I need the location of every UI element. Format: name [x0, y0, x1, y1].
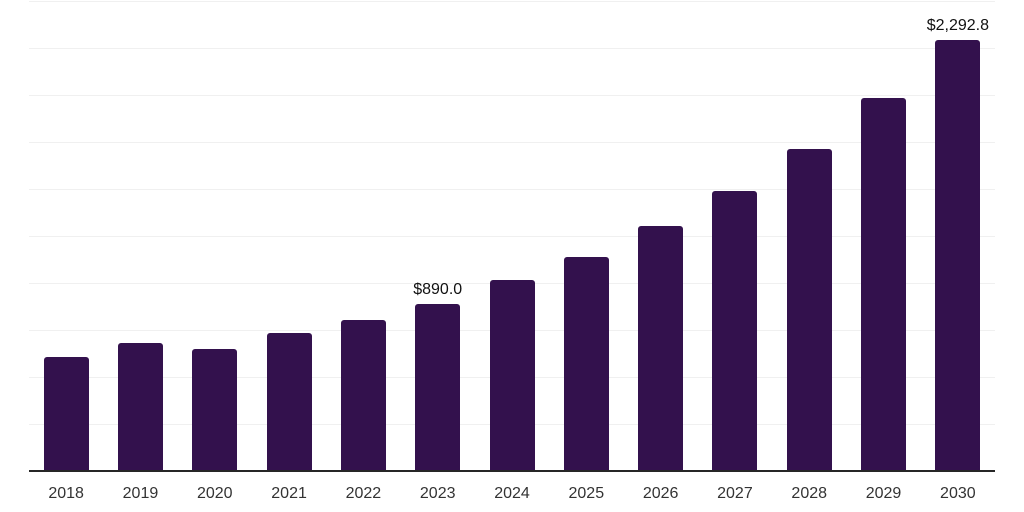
x-tick-2021: 2021 — [271, 485, 307, 502]
x-tick-2022: 2022 — [345, 485, 382, 502]
bar-2029 — [861, 98, 907, 471]
bar-2024 — [489, 280, 535, 471]
x-tick-2025: 2025 — [568, 485, 605, 502]
bar-2023 — [415, 303, 461, 471]
gridline — [29, 95, 995, 96]
gridline — [29, 236, 995, 237]
plot-area: $890.0 $2,292.8 — [29, 1, 995, 471]
x-tick-2024: 2024 — [494, 485, 530, 502]
bar-2021 — [266, 332, 312, 471]
gridline — [29, 142, 995, 143]
bar-2027 — [712, 190, 758, 471]
x-tick-2023: 2023 — [419, 485, 456, 502]
value-label-2030: $2,292.8 — [926, 16, 989, 34]
x-tick-2020: 2020 — [196, 485, 233, 502]
x-tick-2030: 2030 — [940, 485, 976, 502]
bar-2026 — [638, 225, 684, 471]
bar-2020 — [192, 348, 238, 471]
x-tick-2018: 2018 — [48, 485, 84, 502]
x-tick-2028: 2028 — [791, 485, 828, 502]
gridline — [29, 1, 995, 2]
x-axis-line — [29, 470, 995, 472]
gridline — [29, 189, 995, 190]
bar-2025 — [563, 256, 609, 471]
x-tick-2027: 2027 — [717, 485, 753, 502]
bar-2019 — [117, 342, 163, 471]
bar-2018 — [43, 357, 89, 471]
value-label-2023: $890.0 — [413, 280, 463, 298]
gridline — [29, 48, 995, 49]
x-tick-2019: 2019 — [122, 485, 159, 502]
bar-2028 — [786, 148, 832, 471]
bar-2030 — [935, 39, 981, 471]
bar-2022 — [340, 320, 386, 471]
x-tick-2029: 2029 — [865, 485, 902, 502]
x-tick-2026: 2026 — [642, 485, 679, 502]
